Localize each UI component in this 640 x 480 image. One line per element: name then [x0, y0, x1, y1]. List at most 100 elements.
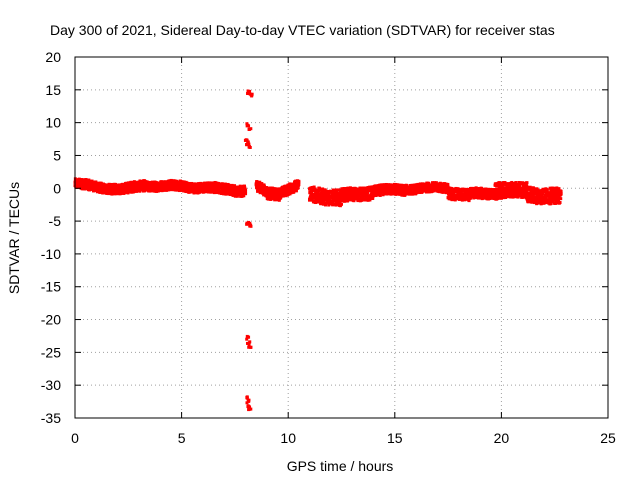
data-point [559, 197, 563, 201]
spike-point [245, 222, 249, 226]
x-tick-label: 10 [280, 430, 296, 446]
data-point [271, 192, 275, 196]
data-point [221, 183, 225, 187]
data-point [330, 190, 334, 194]
data-point [342, 189, 346, 193]
data-point [525, 184, 529, 188]
data-point [502, 192, 506, 196]
data-point [126, 191, 130, 195]
data-point [557, 187, 561, 191]
data-point [499, 188, 503, 192]
data-point [163, 185, 167, 189]
data-point [540, 194, 544, 198]
data-point [551, 199, 555, 203]
data-point [83, 187, 87, 191]
data-point [359, 195, 363, 199]
data-point [187, 190, 191, 194]
data-point [525, 181, 529, 185]
data-point [287, 190, 291, 194]
data-point [385, 184, 389, 188]
y-tick-labels: 20 15 10 5 0 -5 -10 -15 -20 -25 -30 -35 [41, 49, 61, 426]
spike-point [248, 89, 252, 93]
data-point [444, 184, 448, 188]
data-point [153, 189, 157, 193]
data-point [528, 188, 532, 192]
data-point [519, 186, 523, 190]
spike-point [245, 401, 249, 405]
data-point [497, 196, 501, 200]
data-point [125, 186, 129, 190]
data-point [378, 193, 382, 197]
data-point [94, 180, 98, 184]
data-point [313, 187, 317, 191]
chart-title: Day 300 of 2021, Sidereal Day-to-day VTE… [50, 22, 555, 38]
data-point [372, 187, 376, 191]
data-point [235, 193, 239, 197]
x-tick-labels: 0 5 10 15 20 25 [71, 430, 616, 446]
data-point [337, 192, 341, 196]
data-point [88, 179, 92, 183]
data-point [342, 199, 346, 203]
data-point [93, 182, 97, 186]
data-point [260, 185, 264, 189]
data-point [331, 194, 335, 198]
data-point [518, 184, 522, 188]
data-point [529, 196, 533, 200]
data-point [511, 195, 515, 199]
data-point [312, 185, 316, 189]
data-point [504, 196, 508, 200]
data-point [503, 187, 507, 191]
x-axis-label: GPS time / hours [287, 458, 394, 474]
data-point [340, 202, 343, 206]
data-point [551, 193, 555, 197]
x-tick-label: 0 [71, 430, 79, 446]
x-tick-label: 25 [600, 430, 616, 446]
data-point [310, 190, 314, 194]
data-point [541, 187, 545, 191]
data-point [335, 188, 339, 192]
data-point [258, 180, 262, 184]
x-tick-label: 15 [387, 430, 403, 446]
spike-point [246, 335, 250, 339]
data-point [153, 187, 157, 191]
data-point [526, 187, 530, 191]
data-point [499, 186, 503, 190]
spike-point [249, 407, 253, 411]
data-point [122, 190, 126, 194]
data-point [434, 181, 438, 185]
series-points [73, 89, 563, 412]
data-point [120, 187, 124, 191]
data-point [338, 200, 342, 204]
data-point [549, 195, 553, 199]
data-point [457, 187, 461, 191]
data-point [523, 184, 527, 188]
x-tick-label: 20 [494, 430, 510, 446]
data-point [549, 202, 553, 206]
spike-point [245, 122, 249, 126]
spike-point [247, 345, 251, 349]
data-point [167, 188, 171, 192]
data-point [97, 184, 101, 188]
data-point [110, 189, 114, 193]
data-point [528, 185, 532, 189]
y-tick-label: -35 [41, 410, 61, 426]
data-point [165, 183, 169, 187]
spike-point [246, 89, 250, 93]
data-point [552, 198, 556, 202]
data-point [277, 193, 281, 197]
y-tick-label: -15 [41, 279, 61, 295]
data-point [115, 185, 119, 189]
data-point [260, 182, 264, 186]
data-point [531, 195, 535, 199]
data-point [331, 188, 335, 192]
data-point [557, 195, 561, 199]
y-tick-label: 15 [45, 82, 61, 98]
data-point [368, 198, 372, 202]
data-point [452, 190, 456, 194]
data-point [333, 199, 337, 203]
data-point [268, 195, 272, 199]
data-point [352, 199, 356, 203]
data-point [324, 201, 328, 205]
